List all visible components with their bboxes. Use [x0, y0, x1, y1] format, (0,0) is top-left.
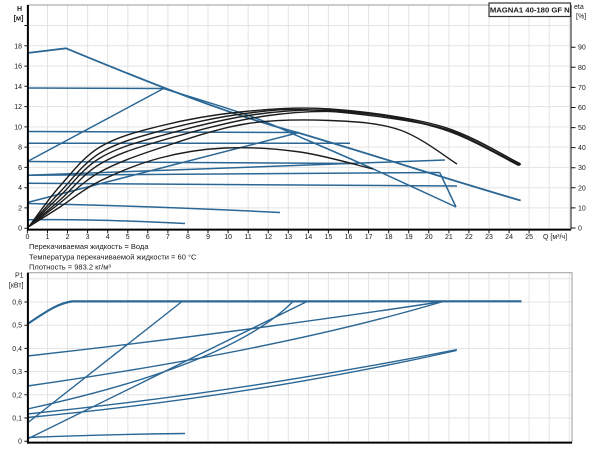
svg-text:20: 20: [578, 185, 586, 192]
svg-text:10: 10: [14, 124, 22, 131]
svg-text:10: 10: [578, 205, 586, 212]
svg-text:P1: P1: [15, 272, 24, 279]
svg-text:12: 12: [264, 234, 272, 241]
svg-text:13: 13: [284, 234, 292, 241]
svg-text:50: 50: [578, 125, 586, 132]
svg-text:12: 12: [14, 104, 22, 111]
svg-text:2: 2: [18, 205, 22, 212]
svg-text:0: 0: [18, 226, 22, 233]
svg-text:3: 3: [86, 234, 90, 241]
svg-text:2: 2: [66, 234, 70, 241]
svg-text:0: 0: [25, 234, 29, 241]
svg-text:0,5: 0,5: [12, 323, 22, 330]
svg-text:25: 25: [525, 234, 533, 241]
svg-text:1: 1: [46, 234, 50, 241]
svg-text:10: 10: [224, 234, 232, 241]
svg-text:0,4: 0,4: [12, 346, 22, 353]
svg-text:40: 40: [578, 145, 586, 152]
svg-text:7: 7: [166, 234, 170, 241]
svg-text:14: 14: [14, 84, 22, 91]
svg-text:Q [м³/ч]: Q [м³/ч]: [543, 234, 567, 241]
svg-text:9: 9: [206, 234, 210, 241]
svg-text:16: 16: [14, 64, 22, 71]
svg-text:19: 19: [405, 234, 413, 241]
svg-text:0,3: 0,3: [12, 369, 22, 376]
svg-text:[м]: [м]: [14, 16, 24, 23]
svg-text:[кВт]: [кВт]: [9, 282, 24, 289]
svg-text:24: 24: [505, 234, 513, 241]
svg-text:6: 6: [18, 165, 22, 172]
svg-text:18: 18: [14, 43, 22, 50]
svg-text:Перекачиваемая жидкость = Вода: Перекачиваемая жидкость = Вода: [29, 242, 149, 251]
svg-text:4: 4: [18, 185, 22, 192]
svg-text:0: 0: [18, 439, 22, 446]
svg-text:18: 18: [385, 234, 393, 241]
svg-text:80: 80: [578, 65, 586, 72]
svg-text:17: 17: [365, 234, 373, 241]
svg-text:11: 11: [245, 234, 252, 241]
svg-text:MAGNA1 40-180 GF N: MAGNA1 40-180 GF N: [490, 6, 570, 15]
svg-text:H: H: [17, 6, 22, 13]
svg-text:eta: eta: [574, 4, 584, 11]
svg-text:90: 90: [578, 45, 586, 52]
svg-text:14: 14: [304, 234, 312, 241]
svg-text:4: 4: [106, 234, 110, 241]
svg-text:0: 0: [578, 226, 582, 233]
svg-text:22: 22: [465, 234, 473, 241]
svg-text:0,2: 0,2: [12, 392, 22, 399]
svg-text:0,6: 0,6: [12, 300, 22, 307]
svg-text:23: 23: [485, 234, 493, 241]
svg-text:21: 21: [445, 234, 453, 241]
svg-text:30: 30: [578, 165, 586, 172]
svg-text:60: 60: [578, 105, 586, 112]
svg-text:5: 5: [126, 234, 130, 241]
svg-text:70: 70: [578, 85, 586, 92]
svg-text:Температура перекачиваемой жид: Температура перекачиваемой жидкости = 60…: [29, 252, 197, 261]
svg-text:Плотность = 983.2 кг/м³: Плотность = 983.2 кг/м³: [29, 263, 111, 272]
svg-text:8: 8: [18, 145, 22, 152]
svg-text:[%]: [%]: [576, 14, 586, 21]
svg-text:6: 6: [146, 234, 150, 241]
svg-text:15: 15: [325, 234, 333, 241]
svg-text:16: 16: [345, 234, 353, 241]
svg-text:0,1: 0,1: [12, 416, 22, 423]
svg-text:20: 20: [425, 234, 433, 241]
svg-text:8: 8: [186, 234, 190, 241]
